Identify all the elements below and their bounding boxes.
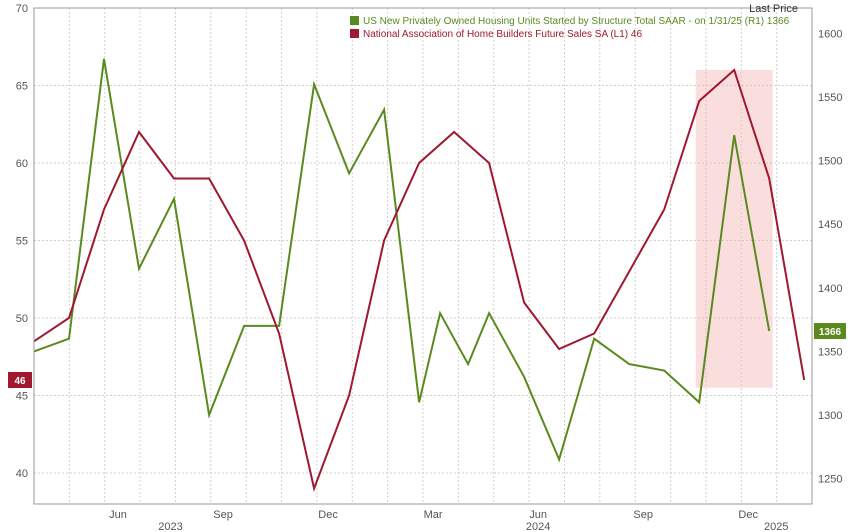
- legend-label: National Association of Home Builders Fu…: [363, 29, 642, 40]
- x-axis-month: Dec: [738, 509, 758, 521]
- legend-label: US New Privately Owned Housing Units Sta…: [363, 16, 790, 27]
- legend-swatch: [350, 16, 359, 25]
- right-axis-tick: 1500: [818, 156, 842, 168]
- right-axis-tick: 1600: [818, 28, 842, 40]
- left-axis-tick: 50: [16, 313, 28, 325]
- left-marker-value: 46: [14, 376, 26, 387]
- x-axis-month: Jun: [109, 509, 127, 521]
- right-axis-tick: 1550: [818, 92, 842, 104]
- x-axis-year: 2024: [526, 521, 550, 532]
- right-axis-tick: 1450: [818, 219, 842, 231]
- series-nahb: [34, 70, 804, 489]
- right-axis-tick: 1300: [818, 410, 842, 422]
- x-axis-month: Dec: [318, 509, 338, 521]
- right-marker-value: 1366: [819, 327, 842, 338]
- x-axis-year: 2025: [764, 521, 788, 532]
- legend-swatch: [350, 29, 359, 38]
- left-axis-tick: 70: [16, 3, 28, 15]
- chart-svg: 40 45 50 55 60 65 70 1250 1300 1350 1400 1450 1500 15…: [0, 0, 848, 532]
- x-axis-year: 2023: [158, 521, 182, 532]
- left-axis-tick: 60: [16, 158, 28, 170]
- housing-chart: 40 45 50 55 60 65 70 1250 1300 1350 1400 1450 1500 15…: [0, 0, 848, 532]
- left-axis-tick: 65: [16, 81, 28, 93]
- left-axis-tick: 45: [16, 391, 28, 403]
- right-axis-tick: 1250: [818, 474, 842, 486]
- x-axis-month: Sep: [213, 509, 233, 521]
- legend-title: Last Price: [749, 3, 798, 15]
- left-axis-tick: 55: [16, 236, 28, 248]
- x-axis-month: Sep: [633, 509, 653, 521]
- left-axis-tick: 40: [16, 468, 28, 480]
- series-housing-starts: [34, 59, 769, 460]
- right-axis-tick: 1400: [818, 283, 842, 295]
- x-axis-month: Jun: [529, 509, 547, 521]
- x-axis-month: Mar: [424, 509, 443, 521]
- right-axis-tick: 1350: [818, 346, 842, 358]
